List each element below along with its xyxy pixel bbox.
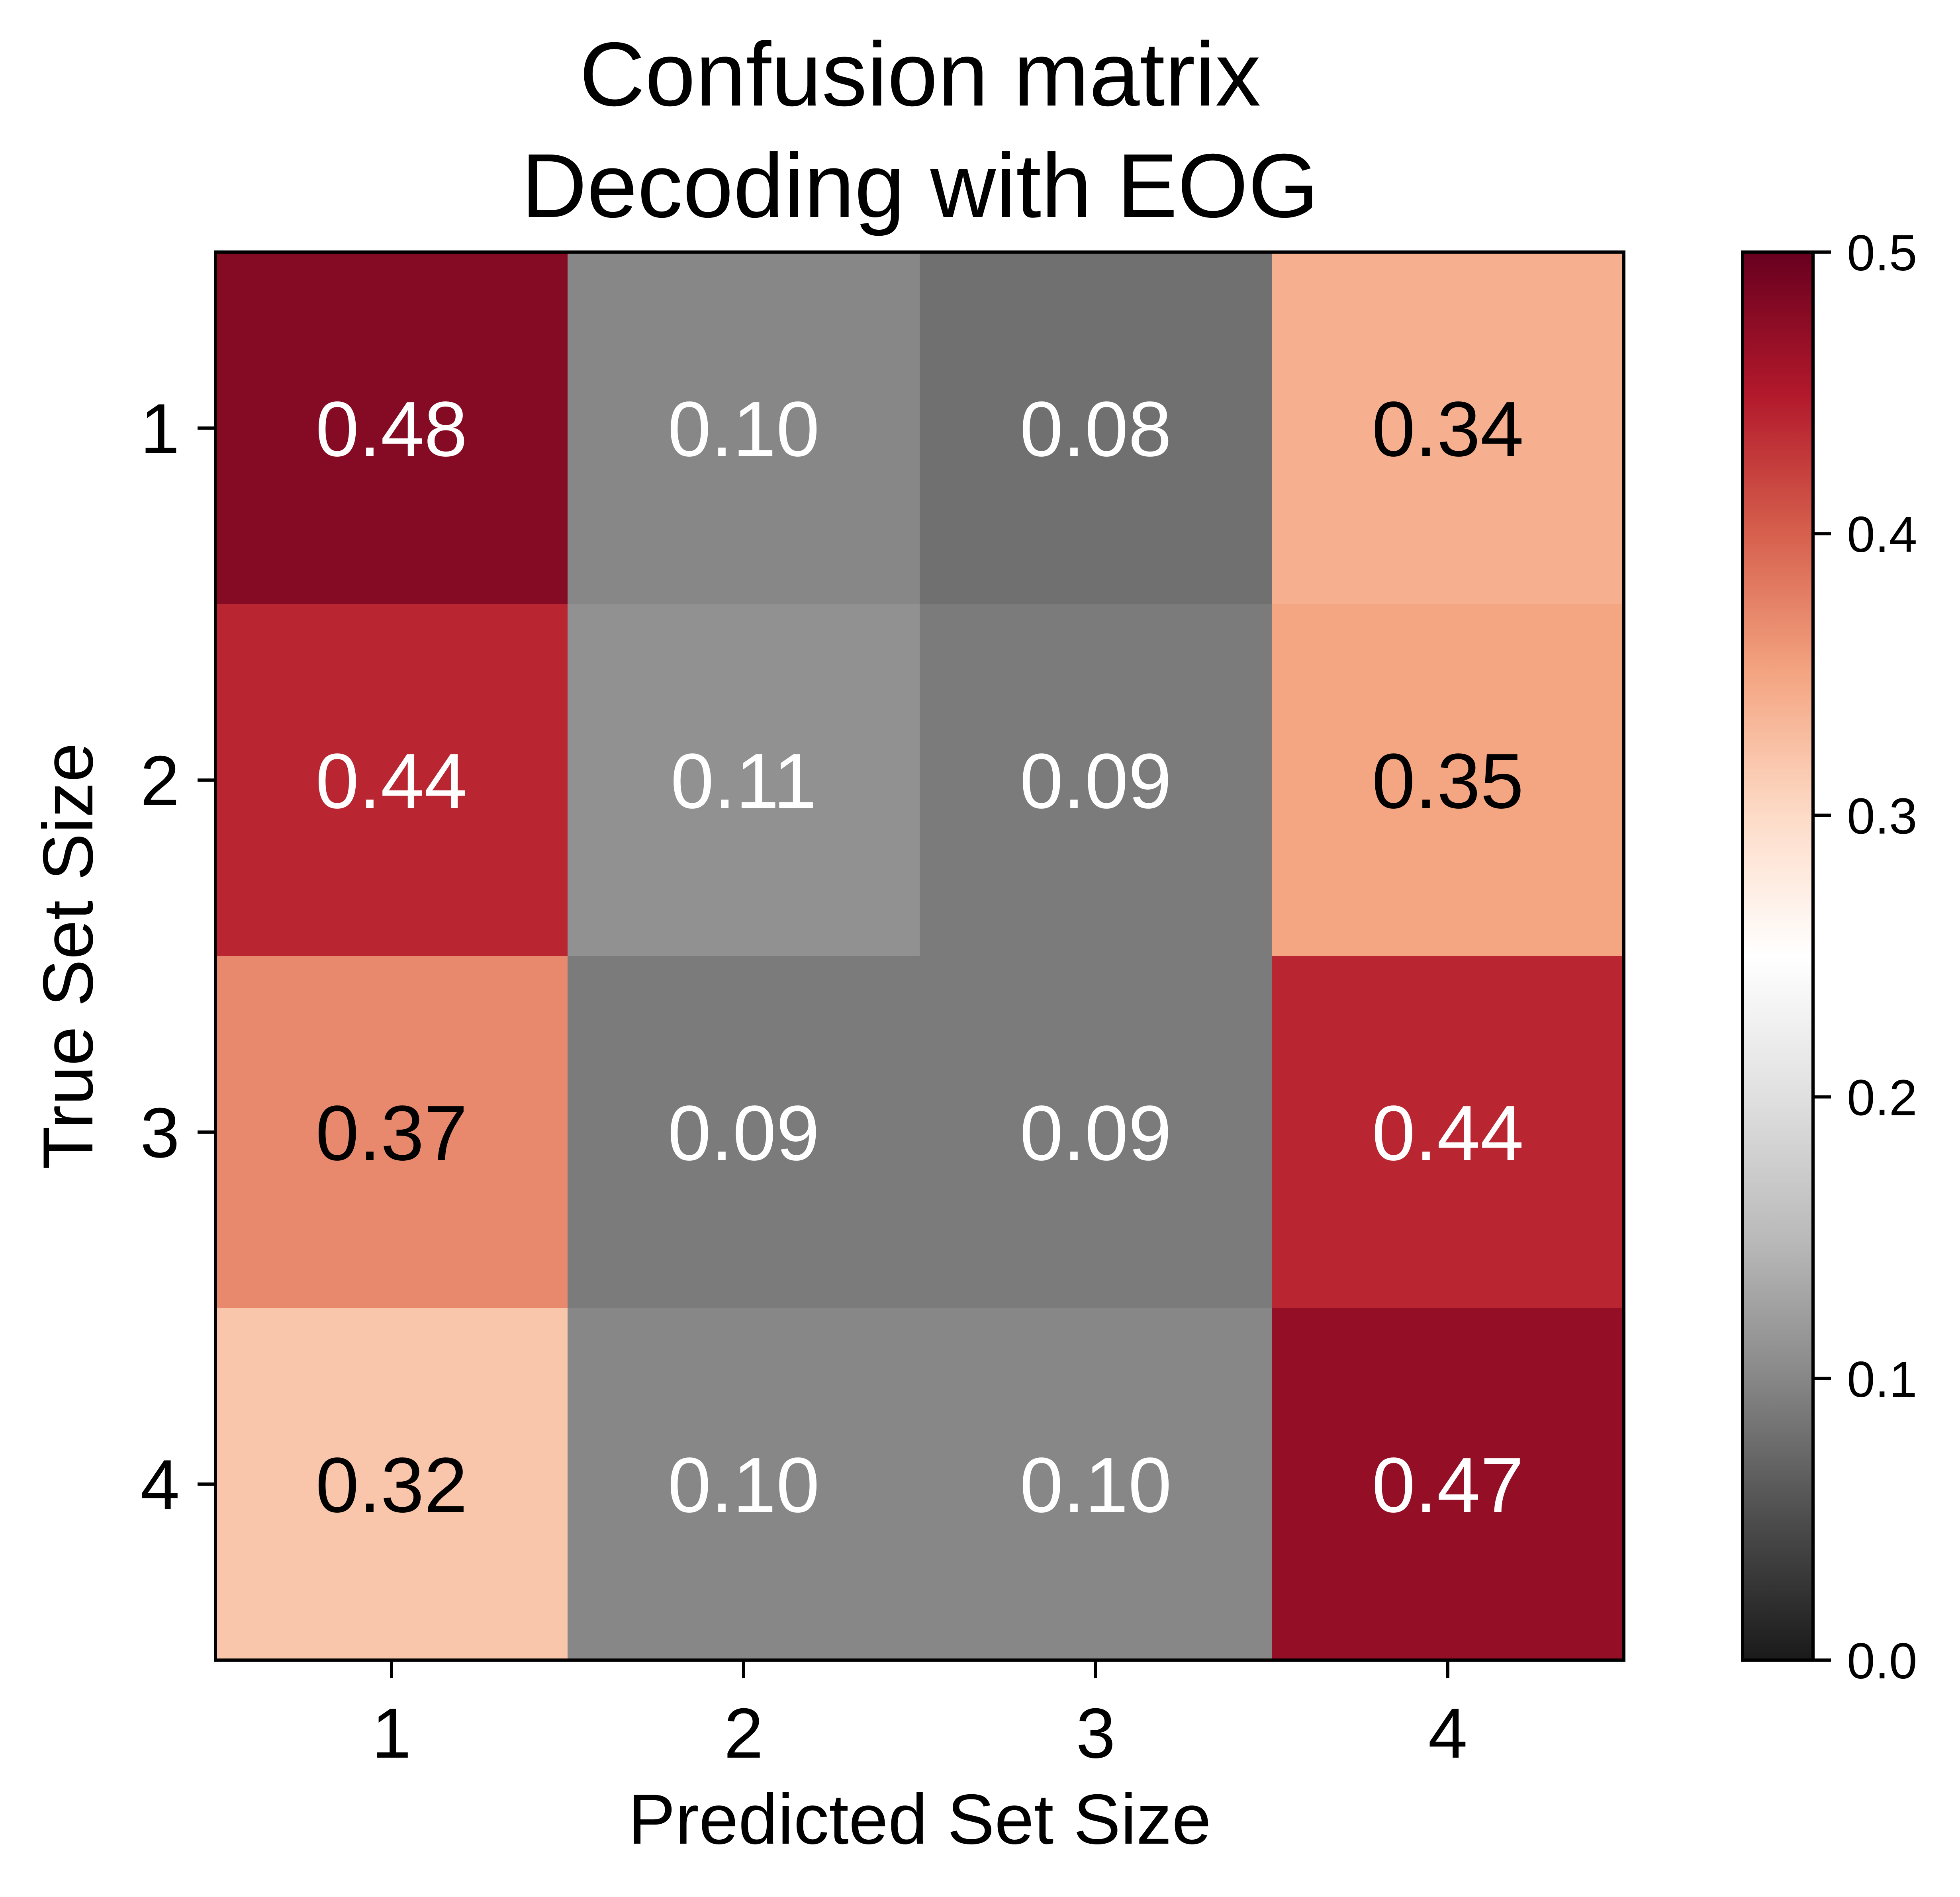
heatmap-cell-r4-c3: [920, 1308, 1272, 1660]
colorbar-tick-label: 0.0: [1847, 1633, 1917, 1689]
heatmap-cell-labels: 0.48 0.10 0.08 0.34 0.44 0.11 0.09 0.35 0.37 0.09…: [315, 385, 1523, 1529]
chart-title-line-1: Confusion matrix: [580, 24, 1261, 125]
colorbar-tick-label: 0.1: [1847, 1351, 1917, 1408]
heatmap-cell-r3-c1: [215, 956, 568, 1308]
colorbar-tick-label: 0.2: [1847, 1070, 1917, 1126]
colorbar: [1741, 250, 1815, 1662]
cell-value-label: 0.11: [671, 737, 817, 825]
heatmap-cell-r2-c2: [568, 604, 920, 956]
heatmap-cell-r1-c2: [568, 252, 920, 604]
cell-value-label: 0.44: [1372, 1089, 1523, 1177]
y-tick-label: 2: [140, 741, 180, 820]
y-tick-label: 1: [140, 389, 180, 468]
x-tick-label: 3: [1076, 1694, 1116, 1773]
heatmap-frame: [214, 250, 1625, 1662]
heatmap-cell-r2-c1: [215, 604, 568, 956]
heatmap-cells: [215, 252, 1624, 1660]
x-tick-label: 1: [372, 1694, 411, 1773]
heatmap-cell-r1-c1: [215, 252, 568, 604]
chart-title-line-2: Decoding with EOG: [521, 135, 1319, 237]
cell-value-label: 0.48: [315, 385, 467, 473]
x-tick-label: 4: [1428, 1694, 1468, 1773]
heatmap-cell-r3-c4: [1272, 956, 1624, 1308]
cell-value-label: 0.09: [1020, 1089, 1171, 1177]
cell-value-label: 0.32: [315, 1441, 467, 1529]
heatmap-cell-r2-c4: [1272, 604, 1624, 956]
cell-value-label: 0.10: [668, 385, 819, 473]
x-axis-ticks: 1 2 3 4: [372, 1660, 1468, 1773]
colorbar-tick-label: 0.5: [1847, 225, 1917, 281]
cell-value-label: 0.10: [1020, 1441, 1171, 1529]
cell-value-label: 0.10: [668, 1441, 819, 1529]
cell-value-label: 0.37: [315, 1089, 467, 1177]
heatmap-cell-r1-c4: [1272, 252, 1624, 604]
cell-value-label: 0.35: [1372, 737, 1523, 825]
y-tick-label: 4: [140, 1445, 180, 1524]
y-tick-label: 3: [140, 1093, 180, 1172]
x-axis-label: Predicted Set Size: [628, 1780, 1211, 1859]
heatmap-cell-r3-c2: [568, 956, 920, 1308]
cell-value-label: 0.34: [1372, 385, 1523, 473]
cell-value-label: 0.09: [668, 1089, 819, 1177]
heatmap-cell-r4-c2: [568, 1308, 920, 1660]
cell-value-label: 0.44: [315, 737, 467, 825]
x-tick-label: 2: [724, 1694, 764, 1773]
colorbar-tick-label: 0.3: [1847, 788, 1917, 844]
heatmap-cell-r2-c3: [920, 604, 1272, 956]
y-axis-ticks: 1 2 3 4: [140, 389, 215, 1524]
heatmap-cell-r4-c4: [1272, 1308, 1624, 1660]
colorbar-ticks: 0.0 0.1 0.2 0.3 0.4 0.5: [1813, 225, 1917, 1689]
cell-value-label: 0.09: [1020, 737, 1171, 825]
y-axis-label: True Set Size: [28, 743, 108, 1169]
cell-value-label: 0.08: [1020, 385, 1171, 473]
heatmap-cell-r4-c1: [215, 1308, 568, 1660]
colorbar-tick-label: 0.4: [1847, 506, 1917, 563]
cell-value-label: 0.47: [1372, 1441, 1523, 1529]
heatmap-cell-r1-c3: [920, 252, 1272, 604]
heatmap-cell-r3-c3: [920, 956, 1272, 1308]
